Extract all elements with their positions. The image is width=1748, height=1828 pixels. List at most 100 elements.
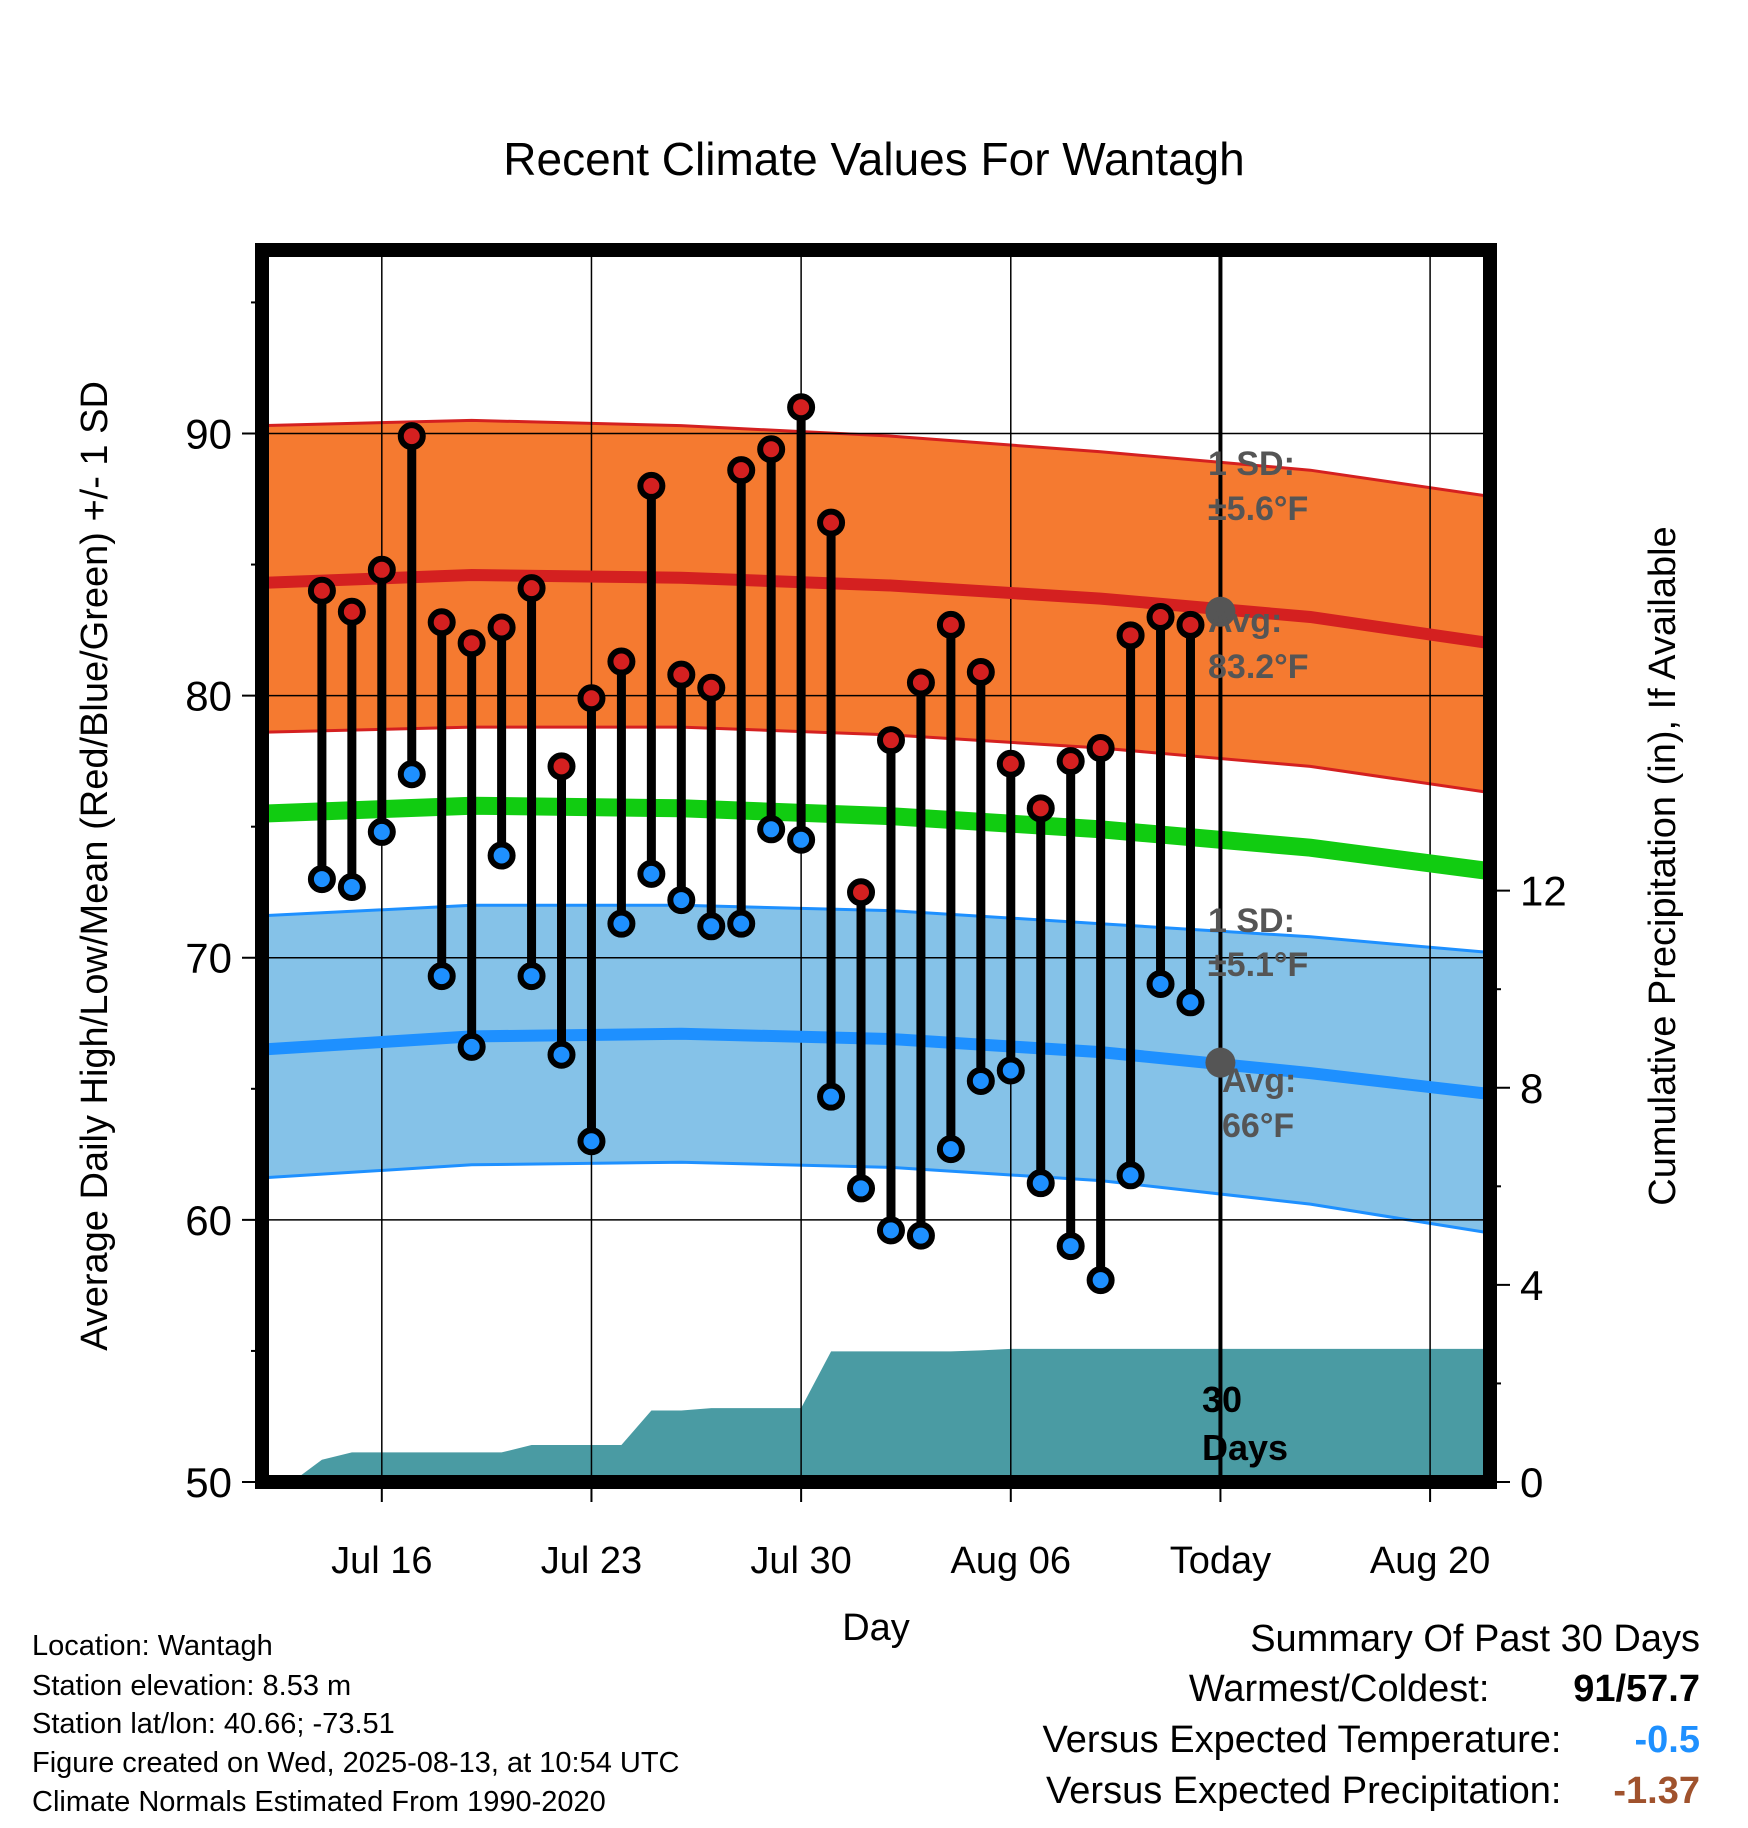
daily-low-point: [547, 1040, 576, 1069]
daily-high-point: [966, 658, 995, 687]
daily-high-point: [1026, 794, 1055, 823]
summary-warmest-value: 91: [1573, 1668, 1616, 1710]
y-axis-label: Average Daily High/Low/Mean (Red/Blue/Gr…: [74, 381, 116, 1351]
daily-high-point: [1146, 602, 1175, 631]
daily-low-point: [637, 859, 666, 888]
axes: 50 60 70 80 90 0 4 8 12 Jul 16 Jul 23 Jul 30 Aug 06 T…: [74, 301, 1684, 1649]
daily-high-point: [337, 597, 366, 626]
daily-low-point: [906, 1221, 935, 1250]
daily-low-point: [457, 1032, 486, 1061]
daily-high-point: [637, 471, 666, 500]
x-tick-label: Aug 06: [951, 1540, 1071, 1582]
today-high-avg-marker: [1205, 596, 1236, 627]
daily-low-point: [817, 1082, 846, 1111]
footer-location: Location: Wantagh: [32, 1630, 273, 1662]
daily-high-point: [307, 576, 336, 605]
high-sd-value: ±5.6°F: [1208, 490, 1308, 528]
daily-high-point: [607, 647, 636, 676]
precipitation-area: [262, 1348, 1490, 1482]
plot-content: [262, 250, 1490, 1482]
daily-low-point: [307, 865, 336, 894]
daily-high-point: [547, 752, 576, 781]
low-sd-value: ±5.1°F: [1208, 946, 1308, 984]
x-tick-label: Jul 16: [331, 1540, 432, 1582]
footer-created: Figure created on Wed, 2025-08-13, at 10…: [32, 1747, 680, 1779]
daily-low-point: [1056, 1232, 1085, 1261]
annotations: 1 SD: ±5.6°F Avg: 83.2°F 1 SD: ±5.1°F Avg: 66°F…: [1202, 445, 1309, 1468]
daily-high-point: [487, 613, 516, 642]
footer-latlon: Station lat/lon: 40.66; -73.51: [32, 1708, 395, 1740]
summary-temp-value: -0.5: [1634, 1719, 1700, 1761]
daily-low-point: [787, 825, 816, 854]
y2-tick-label: 4: [1520, 1262, 1543, 1309]
today-marker-group: [1205, 250, 1236, 1482]
today-low-avg-marker: [1205, 1047, 1236, 1078]
y2-tick-label: 0: [1520, 1459, 1543, 1506]
daily-range-stems: [317, 407, 1195, 1281]
low-sd-band: [262, 905, 1490, 1233]
daily-low-point: [996, 1056, 1025, 1085]
summary-heading: Summary Of Past 30 Days: [1250, 1618, 1700, 1660]
daily-high-point: [517, 574, 546, 603]
days-label-line2: Days: [1202, 1427, 1288, 1468]
x-tick-label: Jul 23: [541, 1540, 642, 1582]
daily-high-point: [936, 610, 965, 639]
y2-axis-label: Cumulative Precipitation (in), If Availa…: [1642, 526, 1684, 1205]
daily-low-point: [727, 909, 756, 938]
daily-high-point: [697, 673, 726, 702]
daily-low-point: [847, 1174, 876, 1203]
daily-low-point: [966, 1066, 995, 1095]
daily-low-point: [607, 909, 636, 938]
y2-tick-label: 12: [1520, 868, 1567, 915]
daily-low-point: [487, 841, 516, 870]
x-tick-label: Aug 20: [1370, 1540, 1490, 1582]
summary-precip-label: Versus Expected Precipitation:: [1046, 1770, 1562, 1812]
daily-low-point: [427, 962, 456, 991]
low-sd-label: 1 SD:: [1208, 902, 1295, 940]
high-sd-upper-edge: [262, 418, 1490, 498]
daily-high-point: [727, 456, 756, 485]
days-label-line1: 30: [1202, 1379, 1242, 1420]
y-tick-label: 80: [185, 673, 232, 720]
high-sd-label: 1 SD:: [1208, 445, 1295, 483]
daily-high-point: [1086, 734, 1115, 763]
y-tick-label: 70: [185, 935, 232, 982]
daily-low-point: [1146, 969, 1175, 998]
daily-high-point: [1176, 610, 1205, 639]
high-sd-band: [262, 420, 1490, 793]
x-tick-label: Jul 30: [750, 1540, 851, 1582]
daily-high-point: [906, 668, 935, 697]
footer-normals-period: Climate Normals Estimated From 1990-2020: [32, 1786, 606, 1818]
summary-warmest-label: Warmest/Coldest:: [1188, 1668, 1490, 1710]
daily-high-point: [397, 422, 426, 451]
summary-temp-row: Versus Expected Temperature: -0.5: [1043, 1719, 1700, 1762]
daily-high-point: [996, 749, 1025, 778]
daily-low-point: [697, 912, 726, 941]
daily-high-point: [457, 629, 486, 658]
summary-precip-row: Versus Expected Precipitation: -1.37: [1046, 1770, 1700, 1813]
daily-high-point: [757, 435, 786, 464]
plot-frame: [255, 243, 1497, 1489]
daily-low-point: [397, 760, 426, 789]
daily-markers: [307, 393, 1205, 1295]
daily-high-point: [817, 508, 846, 537]
daily-high-point: [427, 608, 456, 637]
summary-warmest-row: Warmest/Coldest: 91/57.7: [1189, 1668, 1700, 1711]
daily-low-point: [757, 815, 786, 844]
daily-low-point: [1026, 1169, 1055, 1198]
daily-low-point: [1176, 988, 1205, 1017]
footer-elevation: Station elevation: 8.53 m: [32, 1670, 352, 1702]
chart-title: Recent Climate Values For Wantagh: [503, 133, 1245, 185]
high-average-line: [262, 568, 1490, 650]
high-avg-value: 83.2°F: [1208, 648, 1309, 686]
daily-low-point: [667, 886, 696, 915]
daily-low-point: [876, 1216, 905, 1245]
daily-high-point: [1056, 747, 1085, 776]
x-tick-label: Today: [1170, 1540, 1271, 1582]
daily-low-point: [1116, 1161, 1145, 1190]
high-avg-label: Avg:: [1208, 602, 1282, 640]
daily-low-point: [1086, 1266, 1115, 1295]
low-avg-value: 66°F: [1222, 1107, 1294, 1145]
summary-precip-value: -1.37: [1613, 1770, 1700, 1812]
